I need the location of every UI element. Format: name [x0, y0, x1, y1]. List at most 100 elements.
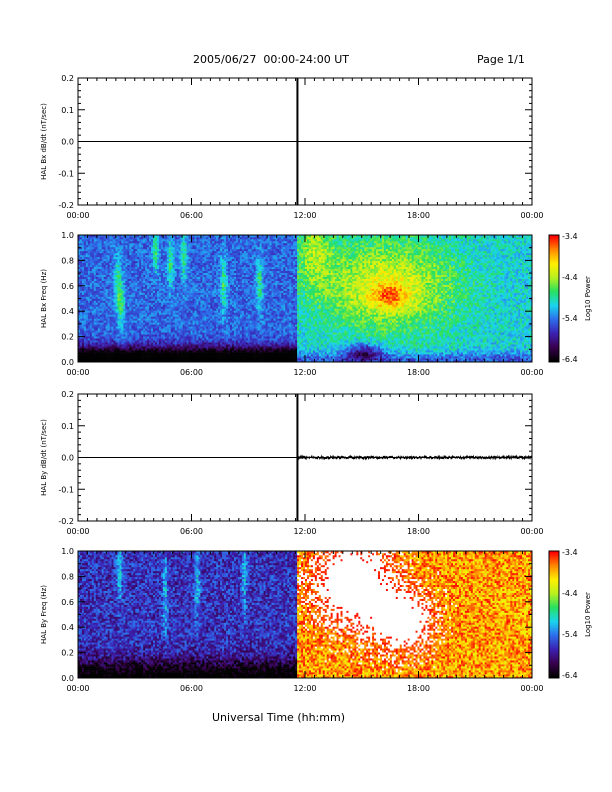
spectrogram-cell	[336, 320, 339, 323]
spectrogram-cell	[190, 342, 193, 345]
spectrogram-cell	[83, 360, 87, 362]
spectrogram-cell	[478, 326, 481, 329]
spectrogram-cell	[239, 354, 243, 357]
spectrogram-cell	[281, 356, 284, 359]
spectrogram-cell	[498, 354, 501, 357]
spectrogram-cell	[391, 350, 395, 353]
spectrogram-cell	[455, 328, 458, 331]
spectrogram-cell	[127, 322, 130, 325]
spectrogram-cell	[123, 326, 126, 329]
spectrogram-cell	[411, 336, 414, 339]
spectrogram-cell	[318, 344, 322, 347]
spectrogram-cell	[259, 360, 262, 362]
spectrogram-cell	[275, 320, 278, 323]
spectrogram-cell	[125, 354, 128, 357]
spectrogram-cell	[79, 326, 83, 329]
spectrogram-cell	[490, 342, 493, 345]
spectrogram-cell	[239, 360, 243, 362]
spectrogram-cell	[334, 328, 337, 331]
spectrogram-cell	[413, 348, 416, 351]
spectrogram-cell	[344, 340, 347, 343]
spectrogram-cell	[409, 348, 412, 351]
spectrogram-cell	[453, 326, 456, 329]
spectrogram-cell	[458, 340, 462, 343]
spectrogram-cell	[431, 332, 434, 335]
spectrogram-cell	[397, 328, 401, 331]
spectrogram-cell	[101, 332, 104, 335]
spectrogram-cell	[178, 336, 181, 339]
spectrogram-cell	[520, 322, 523, 325]
spectrogram-cell	[295, 330, 298, 333]
spectrogram-cell	[115, 328, 118, 331]
spectrogram-cell	[176, 322, 179, 325]
spectrogram-cell	[259, 352, 262, 355]
spectrogram-cell	[202, 338, 205, 341]
spectrogram-cell	[514, 360, 517, 362]
spectrogram-cell	[111, 344, 114, 347]
spectrogram-cell	[105, 340, 108, 343]
spectrogram-cell	[95, 350, 99, 353]
spectrogram-cell	[456, 326, 460, 329]
spectrogram-cell	[526, 336, 529, 339]
spectrogram-cell	[466, 332, 470, 335]
spectrogram-cell	[456, 336, 460, 339]
spectrogram-cell	[389, 348, 393, 351]
spectrogram-cell	[233, 336, 237, 339]
spectrogram-cell	[354, 360, 357, 362]
spectrogram-cell	[492, 320, 495, 323]
spectrogram-cell	[87, 352, 91, 355]
spectrogram-cell	[385, 348, 389, 351]
spectrogram-cell	[362, 344, 365, 347]
spectrogram-cell	[303, 334, 306, 337]
spectrogram-cell	[297, 332, 300, 335]
spectrogram-cell	[492, 326, 495, 329]
spectrogram-cell	[403, 332, 406, 335]
spectrogram-cell	[277, 332, 280, 335]
spectrogram-cell	[464, 338, 468, 341]
spectrogram-cell	[494, 342, 497, 345]
spectrogram-cell	[492, 344, 495, 347]
spectrogram-cell	[160, 344, 164, 347]
spectrogram-cell	[212, 326, 215, 329]
spectrogram-cell	[492, 342, 495, 345]
spectrogram-cell	[123, 356, 126, 359]
spectrogram-cell	[508, 350, 511, 353]
spectrogram-cell	[204, 356, 207, 359]
spectrogram-cell	[204, 340, 207, 343]
spectrogram-cell	[115, 348, 118, 351]
spectrogram-cell	[174, 326, 177, 329]
spectrogram-cell	[247, 346, 251, 349]
spectrogram-cell	[516, 350, 519, 353]
spectrogram-cell	[391, 352, 395, 355]
spectrogram-cell	[202, 330, 205, 333]
spectrogram-cell	[310, 356, 314, 359]
spectrogram-cell	[490, 354, 493, 357]
spectrogram-cell	[413, 342, 416, 345]
spectrogram-cell	[133, 352, 136, 355]
spectrogram-cell	[212, 328, 215, 331]
spectrogram-cell	[305, 340, 308, 343]
spectrogram-cell	[310, 320, 314, 323]
spectrogram-cell	[129, 358, 132, 361]
spectrogram-cell	[160, 360, 164, 362]
spectrogram-cell	[245, 352, 249, 355]
spectrogram-cell	[226, 324, 229, 327]
spectrogram-cell	[378, 354, 381, 357]
spectrogram-cell	[113, 360, 116, 362]
spectrogram-cell	[275, 356, 278, 359]
spectrogram-cell	[196, 330, 199, 333]
spectrogram-cell	[101, 358, 104, 361]
spectrogram-cell	[78, 354, 81, 357]
spectrogram-cell	[139, 340, 142, 343]
spectrogram-cell	[208, 360, 211, 362]
spectrogram-cell	[374, 320, 377, 323]
spectrogram-cell	[306, 356, 310, 359]
spectrogram-cell	[417, 336, 420, 339]
spectrogram-cell	[291, 344, 294, 347]
spectrogram-cell	[381, 334, 385, 337]
spectrogram-cell	[429, 352, 432, 355]
spectrogram-cell	[522, 356, 525, 359]
spectrogram-cell	[484, 330, 487, 333]
spectrogram-cell	[261, 358, 264, 361]
spectrogram-cell	[393, 352, 397, 355]
